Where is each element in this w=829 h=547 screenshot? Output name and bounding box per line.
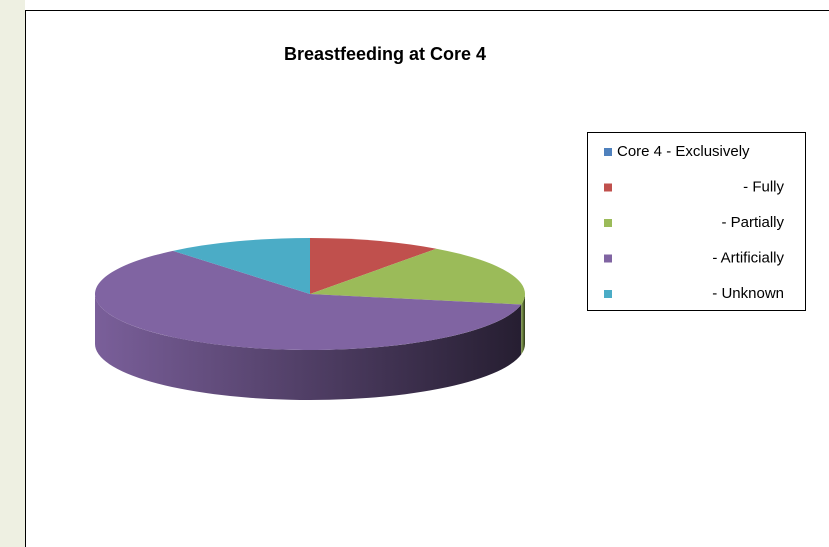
pie-slice [310, 248, 525, 305]
side-panel [0, 0, 25, 547]
legend-swatch [604, 148, 612, 156]
pie-slice [172, 238, 310, 294]
legend-label: - Unknown [712, 285, 784, 302]
legend-swatch [604, 183, 612, 192]
legend-label: Core 4 - Exclusively [617, 143, 750, 160]
legend-label: - Partially [721, 214, 784, 231]
legend-swatch [604, 290, 612, 298]
legend-swatch [604, 219, 612, 227]
legend-swatch [604, 254, 612, 263]
pie-slice [95, 250, 522, 351]
legend [587, 132, 806, 311]
pie-slice [310, 238, 437, 294]
pie-side [95, 294, 522, 401]
legend-label: - Artificially [712, 249, 784, 266]
legend-label: - Fully [743, 178, 784, 195]
pie-side [521, 294, 525, 355]
chart-title: Breastfeeding at Core 4 [284, 44, 486, 64]
